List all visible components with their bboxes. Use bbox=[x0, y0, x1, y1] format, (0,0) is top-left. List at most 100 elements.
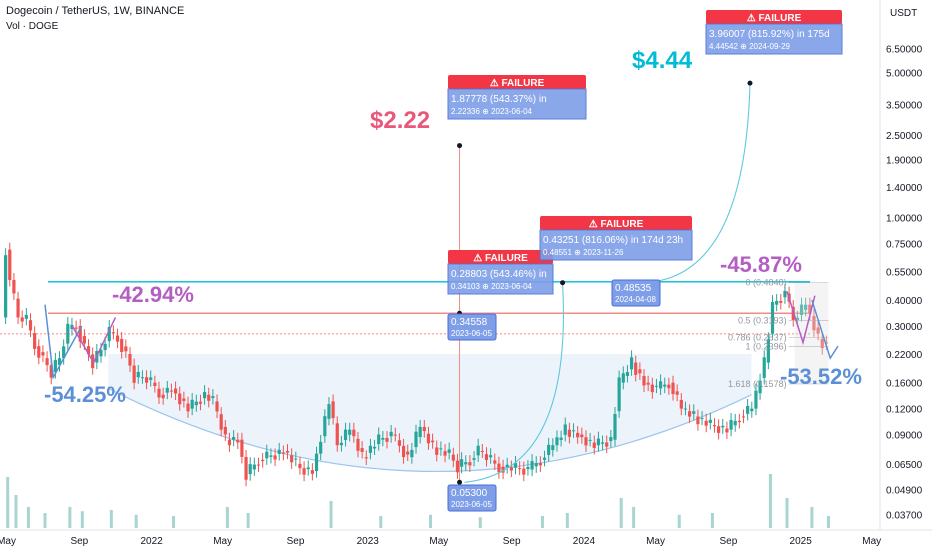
volume-bar bbox=[768, 474, 772, 528]
candle-body bbox=[576, 432, 580, 438]
failure-badge bbox=[448, 250, 553, 264]
candle-body bbox=[741, 416, 746, 418]
volume-bar bbox=[43, 513, 47, 528]
candle-body bbox=[12, 279, 16, 294]
price-tick-label: 3.50000 bbox=[886, 101, 923, 112]
volume-bar bbox=[810, 507, 814, 528]
candle-body bbox=[389, 431, 393, 437]
projection-curve bbox=[641, 83, 751, 284]
candle-body bbox=[203, 392, 207, 399]
price-tick-label: 0.55000 bbox=[886, 267, 923, 278]
candle-body bbox=[746, 405, 750, 414]
candle-body bbox=[654, 385, 659, 387]
failure-line1: 1.87778 (543.37%) in bbox=[451, 94, 547, 105]
time-tick-label: Sep bbox=[70, 536, 88, 547]
candle-body bbox=[111, 332, 116, 334]
point-label-date: 2023-06-05 bbox=[451, 329, 492, 338]
candle-body bbox=[319, 441, 323, 454]
candle-body bbox=[285, 450, 290, 453]
cup-curve bbox=[108, 387, 752, 473]
candle-body bbox=[103, 343, 107, 350]
drawdown-zigzag bbox=[71, 317, 117, 365]
candle-body bbox=[484, 454, 489, 461]
candle-body bbox=[671, 382, 675, 395]
candle-body bbox=[588, 439, 592, 441]
volume-bar bbox=[329, 501, 333, 528]
failure-line1: 0.43251 (816.06%) in 174d 23h bbox=[543, 235, 683, 246]
point-label-box bbox=[447, 484, 497, 512]
time-tick-label: 2025 bbox=[790, 536, 813, 547]
candle-body bbox=[737, 420, 741, 423]
candle-body bbox=[663, 384, 667, 387]
candle-body bbox=[298, 463, 302, 469]
candle-body bbox=[621, 373, 625, 383]
point-label-price: 0.48535 bbox=[615, 283, 652, 294]
candle-body bbox=[211, 396, 215, 399]
time-tick-label: 2022 bbox=[140, 536, 163, 547]
candle-body bbox=[712, 425, 717, 427]
volume-bar bbox=[565, 513, 569, 528]
candle-body bbox=[86, 346, 91, 355]
volume-bar bbox=[225, 507, 229, 528]
candle-body bbox=[472, 458, 476, 460]
candle-body bbox=[762, 357, 766, 378]
failure-badge-text: ⚠ FAILURE bbox=[747, 13, 802, 24]
candle-body bbox=[501, 466, 505, 473]
candle-body bbox=[683, 408, 688, 410]
candle-body bbox=[227, 439, 232, 446]
time-tick-label: Sep bbox=[719, 536, 737, 547]
candle-body bbox=[144, 377, 149, 383]
candle-body bbox=[252, 464, 256, 470]
candle-body bbox=[401, 445, 406, 458]
time-tick-label: May bbox=[429, 536, 448, 547]
failure-badge bbox=[706, 10, 842, 24]
candle-body bbox=[522, 468, 526, 475]
candle-body bbox=[115, 335, 120, 342]
candle-body bbox=[804, 304, 808, 310]
volume-bar bbox=[134, 514, 138, 528]
candle-body bbox=[460, 459, 464, 467]
candle-body bbox=[348, 429, 352, 435]
projection-point bbox=[560, 280, 566, 286]
candle-body bbox=[509, 467, 513, 471]
candle-body bbox=[294, 458, 298, 460]
candle-body bbox=[236, 439, 240, 443]
candle-body bbox=[165, 387, 169, 393]
candle-body bbox=[567, 429, 571, 437]
volume-bar bbox=[68, 507, 72, 528]
candle-body bbox=[393, 434, 397, 436]
candle-body bbox=[725, 428, 729, 433]
candle-body bbox=[57, 358, 62, 366]
candle-body bbox=[132, 365, 136, 383]
candle-body bbox=[816, 327, 820, 334]
candle-body bbox=[758, 380, 762, 394]
candle-body bbox=[215, 401, 219, 412]
failure-info-box bbox=[539, 229, 693, 261]
candle-body bbox=[580, 434, 584, 438]
candle-body bbox=[219, 414, 223, 430]
cup-shading bbox=[108, 353, 752, 472]
candle-body bbox=[530, 461, 534, 470]
candle-body bbox=[799, 304, 804, 316]
fib-level-label: 0.786 (0.2637) bbox=[728, 333, 787, 343]
candle-body bbox=[190, 399, 194, 409]
candle-body bbox=[609, 437, 613, 442]
volume-bar bbox=[14, 495, 18, 528]
candle-body bbox=[513, 462, 518, 468]
candle-body bbox=[343, 429, 348, 441]
candle-body bbox=[605, 442, 609, 447]
candle-body bbox=[754, 390, 758, 409]
candle-body bbox=[766, 339, 770, 363]
candle-body bbox=[140, 377, 145, 379]
volume-bar bbox=[632, 507, 636, 528]
candle-body bbox=[700, 418, 704, 420]
candle-body bbox=[16, 298, 20, 318]
candle-body bbox=[169, 390, 174, 392]
candle-body bbox=[248, 464, 252, 475]
candle-body bbox=[435, 447, 439, 455]
candle-body bbox=[704, 420, 708, 426]
candle-body bbox=[451, 454, 455, 461]
candle-body bbox=[364, 457, 368, 459]
price-tick-label: 1.90000 bbox=[886, 156, 923, 167]
